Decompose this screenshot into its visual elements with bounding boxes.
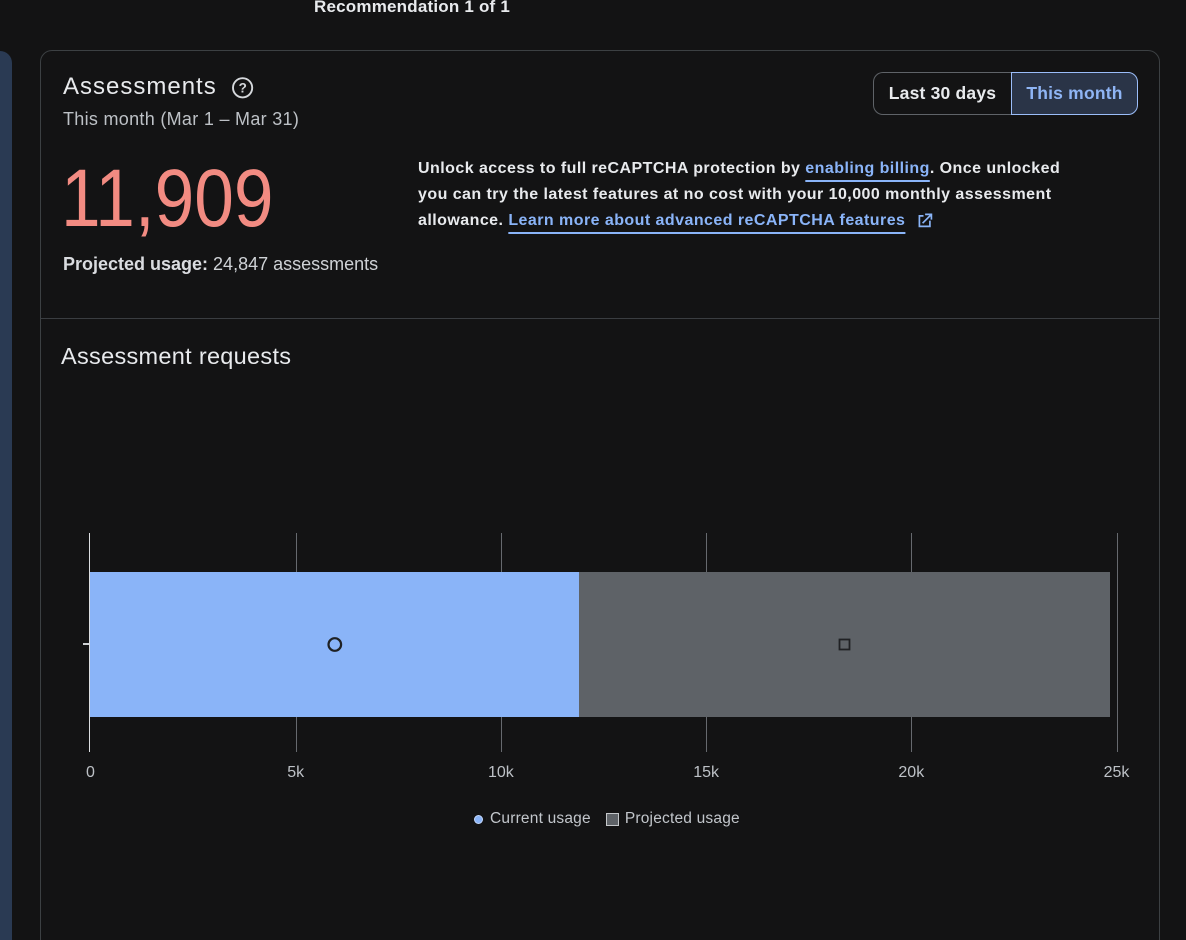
svg-text:?: ?: [239, 81, 247, 96]
